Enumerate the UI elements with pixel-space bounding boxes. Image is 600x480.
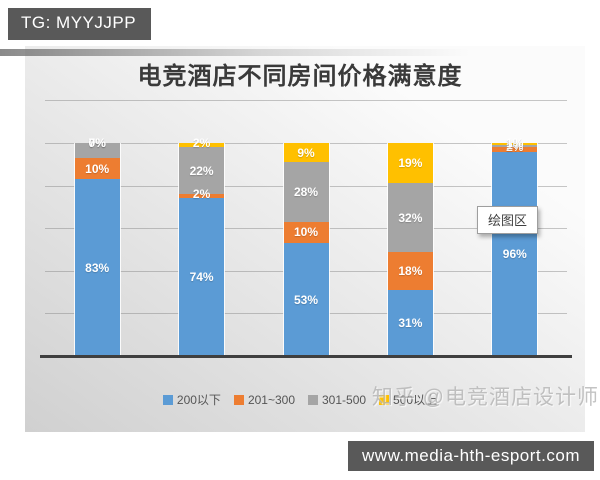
watermark-text: 知乎 @电竞酒店设计师 (371, 386, 599, 409)
plot-area-tooltip: 绘图区 (477, 206, 539, 234)
bar-segment[interactable] (492, 143, 538, 146)
legend-label: 500以上 (393, 393, 438, 407)
bar-segment[interactable]: 10% (74, 157, 120, 180)
legend-label: 301-500 (322, 392, 367, 407)
segment-data-label: 22% (189, 163, 214, 178)
segment-data-label: 28% (293, 184, 319, 199)
segment-data-label: 53% (293, 292, 319, 307)
legend-swatch-icon (233, 394, 244, 405)
chart-title: 电竞酒店不同房间价格满意度 (137, 64, 463, 90)
bar-segment[interactable] (492, 147, 538, 152)
bar-segment[interactable] (179, 194, 225, 199)
chart-legend: 200以下 201~300 301-500 500以上 (30, 391, 570, 408)
legend-item[interactable]: 500以上 (379, 391, 437, 408)
bar-segment[interactable]: 22% (179, 147, 225, 195)
segment-data-label: 9% (297, 145, 315, 160)
segment-data-label: 32% (398, 210, 423, 225)
segment-data-label: 10% (85, 161, 110, 176)
tg-badge: TG: MYYJJPP (8, 8, 152, 40)
bar-segment[interactable] (74, 143, 120, 158)
legend-swatch-icon (379, 394, 390, 405)
segment-data-label: 31% (398, 315, 423, 330)
bar-segment[interactable]: 31% (387, 289, 433, 356)
gridline (45, 100, 567, 102)
legend-label: 201~300 (247, 392, 295, 407)
bar-segment[interactable]: 18% (387, 251, 433, 290)
segment-data-label: 96% (502, 246, 527, 261)
legend-item[interactable]: 200以下 (162, 391, 221, 408)
bar-segment[interactable]: 10% (283, 221, 329, 244)
legend-swatch-icon (308, 394, 318, 405)
bar-segment[interactable]: 83% (74, 179, 120, 356)
legend-item[interactable]: 201~300 (233, 392, 295, 407)
bar-segment[interactable]: 74% (179, 198, 225, 356)
segment-data-label: 10% (293, 225, 319, 240)
bar-segment[interactable]: 9% (283, 143, 329, 163)
bar-segment[interactable] (492, 145, 538, 148)
bar-segment[interactable]: 53% (283, 243, 329, 356)
legend-item[interactable]: 301-500 (308, 393, 366, 407)
bar-segment[interactable] (179, 143, 225, 148)
footer-url-badge: www.media-hth-esport.com (348, 441, 594, 471)
segment-data-label: 83% (85, 260, 110, 275)
segment-data-label: 18% (398, 263, 423, 278)
legend-label: 200以下 (176, 393, 221, 407)
bar-segment[interactable]: 19% (387, 143, 433, 184)
segment-data-label: 74% (189, 270, 214, 285)
segment-data-label: 19% (398, 156, 423, 171)
top-gradient-strip (0, 49, 470, 56)
x-axis-line (40, 355, 572, 358)
bar-segment[interactable]: 96% (492, 151, 538, 356)
bar-segment[interactable]: 28% (283, 162, 329, 222)
legend-swatch-icon (162, 394, 173, 405)
bar-segment[interactable]: 32% (387, 183, 433, 252)
